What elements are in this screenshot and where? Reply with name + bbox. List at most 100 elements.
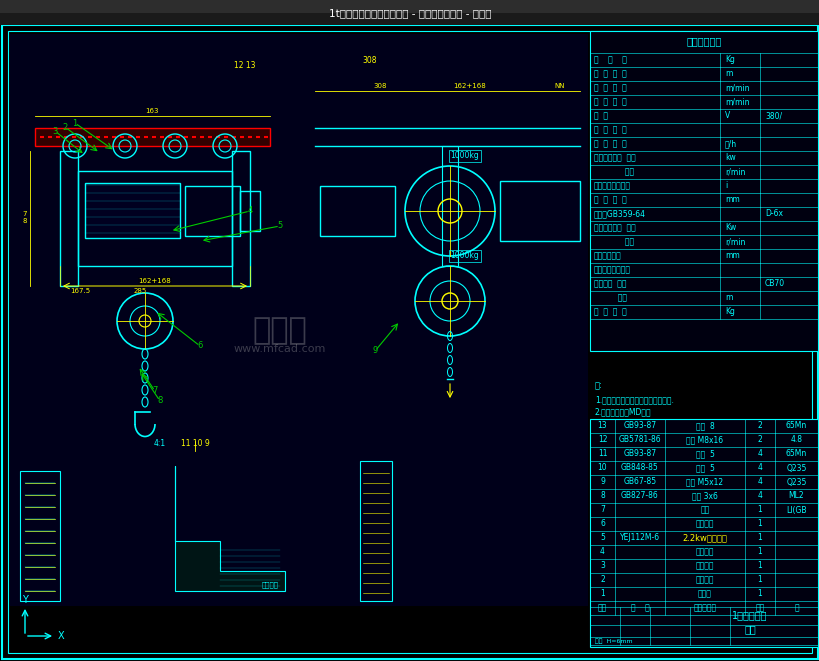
Text: 65Mn: 65Mn bbox=[785, 449, 806, 459]
Text: 基本性能参数: 基本性能参数 bbox=[686, 36, 721, 46]
Text: GB67-85: GB67-85 bbox=[622, 477, 656, 486]
Text: 序号: 序号 bbox=[597, 603, 606, 613]
Text: 4: 4 bbox=[757, 492, 762, 500]
Text: 1000kg: 1000kg bbox=[450, 151, 479, 161]
Text: 285: 285 bbox=[133, 288, 147, 294]
Text: 材: 材 bbox=[794, 603, 798, 613]
Text: m: m bbox=[724, 293, 731, 303]
Text: 减速器: 减速器 bbox=[697, 590, 711, 598]
Bar bbox=[60, 151, 78, 286]
Text: D-6x: D-6x bbox=[764, 210, 782, 219]
Text: NN: NN bbox=[554, 83, 564, 89]
Text: ML2: ML2 bbox=[788, 492, 803, 500]
Text: 162+168: 162+168 bbox=[138, 278, 171, 284]
Text: 垫圈  5: 垫圈 5 bbox=[695, 463, 713, 473]
Text: 起    重    量: 起 重 量 bbox=[593, 56, 626, 65]
Text: 重心位置: 重心位置 bbox=[261, 581, 278, 588]
Text: 9: 9 bbox=[600, 477, 604, 486]
Text: Q235: Q235 bbox=[785, 463, 806, 473]
Text: 8: 8 bbox=[600, 492, 604, 500]
Text: LI(GB: LI(GB bbox=[785, 506, 806, 514]
Text: 沐风网: 沐风网 bbox=[252, 317, 307, 346]
Text: 垫圈  8: 垫圈 8 bbox=[695, 422, 713, 430]
Text: 1吨电动葫芦: 1吨电动葫芦 bbox=[731, 610, 767, 620]
Text: Kg: Kg bbox=[724, 307, 734, 317]
Text: 8: 8 bbox=[157, 397, 162, 405]
Text: kw: kw bbox=[724, 153, 735, 163]
Text: GB93-87: GB93-87 bbox=[622, 449, 656, 459]
Text: YEJ112M-6: YEJ112M-6 bbox=[619, 533, 659, 543]
Text: 注:: 注: bbox=[595, 381, 602, 390]
Bar bbox=[78, 171, 232, 266]
Text: 5: 5 bbox=[277, 221, 283, 231]
Text: GB848-85: GB848-85 bbox=[620, 463, 658, 473]
Text: m/min: m/min bbox=[724, 83, 749, 93]
Text: 1: 1 bbox=[757, 533, 762, 543]
Bar bbox=[10, 34, 587, 606]
Text: 12: 12 bbox=[597, 436, 607, 444]
Bar bbox=[185, 186, 240, 236]
Text: 4:1: 4:1 bbox=[154, 439, 166, 448]
Bar bbox=[590, 419, 817, 647]
Text: 12 13: 12 13 bbox=[234, 61, 256, 70]
Text: 电动小车: 电动小车 bbox=[695, 561, 713, 570]
Text: GB93-87: GB93-87 bbox=[622, 422, 656, 430]
Bar bbox=[0, 0, 819, 13]
Text: 运  行  速  度: 运 行 速 度 bbox=[593, 98, 626, 106]
Text: 4: 4 bbox=[757, 463, 762, 473]
Text: GB827-86: GB827-86 bbox=[620, 492, 658, 500]
Text: mm: mm bbox=[724, 196, 739, 204]
Text: 380/: 380/ bbox=[764, 112, 781, 120]
Text: 数量: 数量 bbox=[754, 603, 763, 613]
Text: www.mfcad.com: www.mfcad.com bbox=[233, 344, 326, 354]
Text: Kg: Kg bbox=[724, 56, 734, 65]
Text: 13: 13 bbox=[597, 422, 607, 430]
Text: r/min: r/min bbox=[724, 237, 744, 247]
Text: 总图: 总图 bbox=[743, 624, 755, 634]
Text: 1: 1 bbox=[72, 118, 78, 128]
Text: 接  合  次  数: 接 合 次 数 bbox=[593, 139, 626, 149]
Bar bbox=[35, 128, 269, 146]
Text: 308: 308 bbox=[373, 83, 387, 89]
Bar bbox=[319, 186, 395, 236]
Text: 轨距: 轨距 bbox=[593, 293, 627, 303]
Text: 7: 7 bbox=[152, 387, 157, 395]
Text: Kw: Kw bbox=[724, 223, 735, 233]
Text: V: V bbox=[724, 112, 730, 120]
Text: 6: 6 bbox=[600, 520, 604, 529]
Text: 2: 2 bbox=[62, 122, 67, 132]
Text: 11: 11 bbox=[597, 449, 607, 459]
Text: 运行用电动机  功率: 运行用电动机 功率 bbox=[593, 223, 635, 233]
Text: 运行用减速器速比: 运行用减速器速比 bbox=[593, 266, 631, 274]
Text: 卷  筒  直  径: 卷 筒 直 径 bbox=[593, 196, 626, 204]
Text: i: i bbox=[724, 182, 726, 190]
Text: 1: 1 bbox=[757, 520, 762, 529]
Text: CB70: CB70 bbox=[764, 280, 784, 288]
Text: 3: 3 bbox=[600, 561, 604, 570]
Polygon shape bbox=[174, 466, 285, 591]
Text: 转速: 转速 bbox=[593, 237, 633, 247]
Text: 2: 2 bbox=[600, 576, 604, 584]
Text: 次/h: 次/h bbox=[724, 139, 736, 149]
Text: 代    号: 代 号 bbox=[630, 603, 649, 613]
Text: m/min: m/min bbox=[724, 98, 749, 106]
Text: 最  大  轮  压: 最 大 轮 压 bbox=[593, 307, 626, 317]
Text: 7: 7 bbox=[600, 506, 604, 514]
Text: 1.出口电动葫芦的吊钩按直接图制造.: 1.出口电动葫芦的吊钩按直接图制造. bbox=[595, 395, 673, 404]
Bar bbox=[240, 191, 260, 231]
Bar bbox=[232, 151, 250, 286]
Text: 转速: 转速 bbox=[593, 167, 633, 176]
Text: 1: 1 bbox=[600, 590, 604, 598]
Text: 2.括号内数字为MD尺寸: 2.括号内数字为MD尺寸 bbox=[595, 407, 651, 416]
Text: 钢丝绳GB359-64: 钢丝绳GB359-64 bbox=[593, 210, 645, 219]
Bar bbox=[500, 181, 579, 241]
Text: 螺钉 M5x12: 螺钉 M5x12 bbox=[686, 477, 722, 486]
Text: 308: 308 bbox=[362, 56, 377, 65]
Text: 4: 4 bbox=[757, 449, 762, 459]
Text: 4: 4 bbox=[757, 477, 762, 486]
Text: 5: 5 bbox=[600, 533, 604, 543]
Text: r/min: r/min bbox=[724, 167, 744, 176]
Text: 起重用电动机  功率: 起重用电动机 功率 bbox=[593, 153, 635, 163]
Text: 垫圈  5: 垫圈 5 bbox=[695, 449, 713, 459]
Text: 1: 1 bbox=[757, 576, 762, 584]
